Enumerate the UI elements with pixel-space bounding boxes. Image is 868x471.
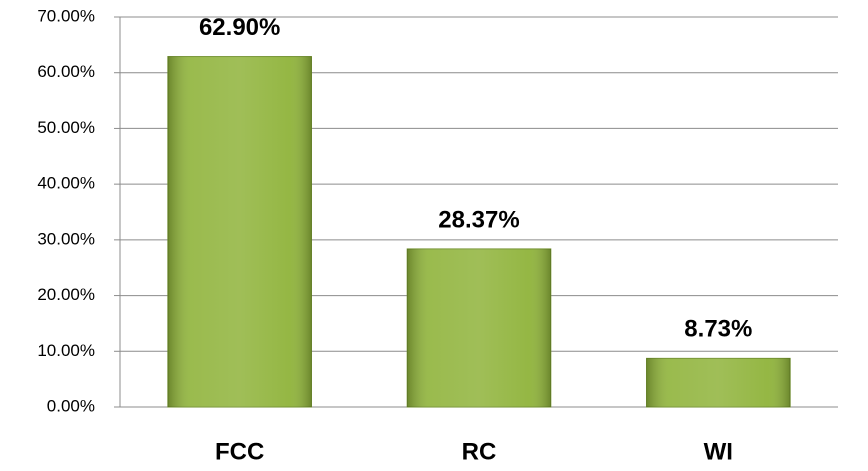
y-tick-label: 0.00% bbox=[47, 396, 95, 415]
y-tick-label: 30.00% bbox=[37, 229, 95, 248]
y-tick-label: 10.00% bbox=[37, 341, 95, 360]
y-tick-label: 60.00% bbox=[37, 62, 95, 81]
y-tick-label: 40.00% bbox=[37, 174, 95, 193]
bar-shade bbox=[646, 358, 791, 407]
y-tick-label: 20.00% bbox=[37, 285, 95, 304]
data-label: 28.37% bbox=[438, 206, 519, 233]
x-tick-label: RC bbox=[462, 438, 497, 465]
bar-shade bbox=[167, 56, 312, 408]
y-tick-label: 50.00% bbox=[37, 118, 95, 137]
x-tick-label: WI bbox=[704, 438, 733, 465]
data-label: 8.73% bbox=[684, 316, 752, 343]
y-tick-label: 70.00% bbox=[37, 6, 95, 25]
x-tick-label: FCC bbox=[215, 438, 264, 465]
data-label: 62.90% bbox=[199, 14, 280, 41]
bar-shade bbox=[407, 248, 551, 407]
